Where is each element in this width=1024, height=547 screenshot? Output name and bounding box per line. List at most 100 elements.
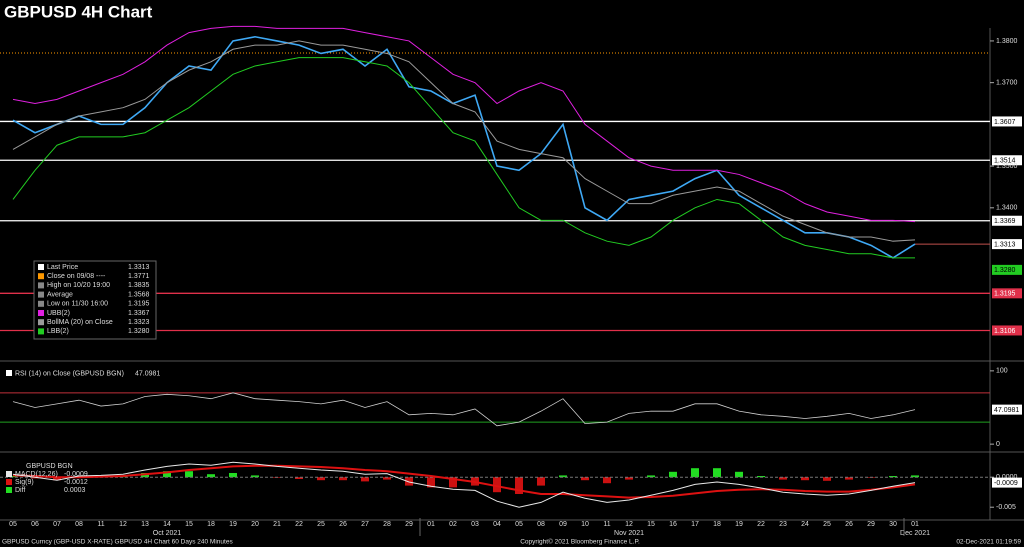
x-tick-label: 30 xyxy=(889,521,897,528)
legend-swatch xyxy=(6,471,12,477)
legend-value: 1.3195 xyxy=(128,301,150,308)
x-tick-label: 12 xyxy=(119,521,127,528)
diff-bar xyxy=(625,477,633,480)
legend-value: -0.0012 xyxy=(64,479,88,486)
legend-label: High on 10/20 19:00 xyxy=(47,282,110,289)
y-tick-label: 0 xyxy=(996,441,1000,448)
x-tick-label: 22 xyxy=(295,521,303,528)
x-tick-label: 16 xyxy=(669,521,677,528)
diff-bar xyxy=(691,468,699,478)
y-tick-label: 100 xyxy=(996,368,1008,375)
x-tick-label: 19 xyxy=(229,521,237,528)
x-tick-label: 15 xyxy=(647,521,655,528)
diff-bar xyxy=(603,477,611,484)
diff-bar xyxy=(361,477,369,482)
diff-bar xyxy=(383,477,391,480)
footer-right: 02-Dec-2021 01:19:59 xyxy=(956,539,1021,546)
level-tag: 1.3607 xyxy=(994,119,1016,126)
x-tick-label: 15 xyxy=(185,521,193,528)
diff-bar xyxy=(779,477,787,480)
legend-label: UBB(2) xyxy=(47,310,70,317)
diff-bar xyxy=(911,475,919,478)
x-tick-label: 01 xyxy=(427,521,435,528)
legend-label: Last Price xyxy=(47,264,78,271)
series-line xyxy=(12,464,916,499)
series-line xyxy=(12,40,916,242)
series-line xyxy=(12,35,916,259)
macd-tag-box xyxy=(992,477,1022,488)
month-label: Nov 2021 xyxy=(614,530,644,537)
legend-value: 1.3367 xyxy=(128,310,150,317)
last-tag: 1.3313 xyxy=(994,241,1016,248)
legend-value: 1.3771 xyxy=(128,273,150,280)
diff-bar xyxy=(889,476,897,478)
diff-bar xyxy=(207,474,215,478)
x-tick-label: 26 xyxy=(845,521,853,528)
y-tick-label: 1.3400 xyxy=(996,205,1018,212)
legend-value: 0.0003 xyxy=(64,487,86,494)
diff-bar xyxy=(515,477,523,494)
x-tick-label: 21 xyxy=(273,521,281,528)
legend-swatch xyxy=(6,479,12,485)
series-line xyxy=(12,57,915,259)
diff-bar xyxy=(757,476,765,478)
x-tick-label: 13 xyxy=(141,521,149,528)
x-tick-label: 28 xyxy=(383,521,391,528)
legend-swatch xyxy=(38,264,44,270)
diff-bar xyxy=(493,477,501,493)
legend-swatch xyxy=(38,282,44,289)
legend-label: Sig(9) xyxy=(15,479,34,486)
level-tag-box xyxy=(992,325,1022,336)
diff-bar xyxy=(53,477,61,481)
level-tag: 1.3106 xyxy=(994,328,1016,335)
rsi-value: 47.0981 xyxy=(135,370,160,377)
legend-label: Diff xyxy=(15,487,25,494)
rsi-tag-box xyxy=(992,404,1022,415)
legend-swatch xyxy=(38,300,44,307)
level-tag-box xyxy=(992,215,1022,226)
x-tick-label: 12 xyxy=(625,521,633,528)
x-tick-label: 24 xyxy=(801,521,809,528)
legend-swatch xyxy=(38,319,44,326)
diff-bar xyxy=(449,477,457,488)
x-tick-label: 27 xyxy=(361,521,369,528)
x-tick-label: 11 xyxy=(603,521,610,528)
x-tick-label: 03 xyxy=(471,521,479,528)
footer-left: GBPUSD Curncy (GBP-USD X-RATE) GBPUSD 4H… xyxy=(2,539,233,546)
diff-bar xyxy=(801,477,809,481)
month-label: Oct 2021 xyxy=(153,530,182,537)
x-tick-label: 18 xyxy=(207,521,215,528)
x-tick-label: 08 xyxy=(537,521,545,528)
x-tick-label: 07 xyxy=(53,521,61,528)
series-line xyxy=(12,25,916,223)
low-tag-box xyxy=(992,288,1022,299)
x-tick-label: 22 xyxy=(757,521,765,528)
x-tick-label: 20 xyxy=(251,521,259,528)
diff-bar xyxy=(251,475,259,478)
diff-bar xyxy=(405,477,413,486)
y-tick-label: 1.3500 xyxy=(996,163,1018,170)
x-tick-label: 19 xyxy=(735,521,743,528)
level-tag-box xyxy=(992,116,1022,127)
rsi-label: RSI (14) on Close (GBPUSD BGN) xyxy=(15,370,124,377)
x-tick-label: 29 xyxy=(867,521,875,528)
low-tag: 1.3195 xyxy=(994,291,1016,298)
legend-label: Close on 09/08 ---- xyxy=(47,273,106,280)
diff-bar xyxy=(559,475,567,478)
legend-box xyxy=(33,260,157,340)
x-tick-label: 17 xyxy=(691,521,699,528)
y-tick-label: 0.0000 xyxy=(996,474,1018,481)
x-tick-label: 06 xyxy=(31,521,39,528)
legend-value: -0.0009 xyxy=(64,471,88,478)
legend-value: 1.3280 xyxy=(128,328,150,335)
x-tick-label: 05 xyxy=(515,521,523,528)
x-tick-label: 25 xyxy=(317,521,325,528)
series-line xyxy=(12,392,916,427)
x-tick-label: 09 xyxy=(559,521,567,528)
level-tag: 1.3514 xyxy=(994,158,1016,165)
legend-value: 1.3835 xyxy=(128,282,150,289)
legend-swatch xyxy=(6,487,12,493)
series-line xyxy=(12,461,916,508)
